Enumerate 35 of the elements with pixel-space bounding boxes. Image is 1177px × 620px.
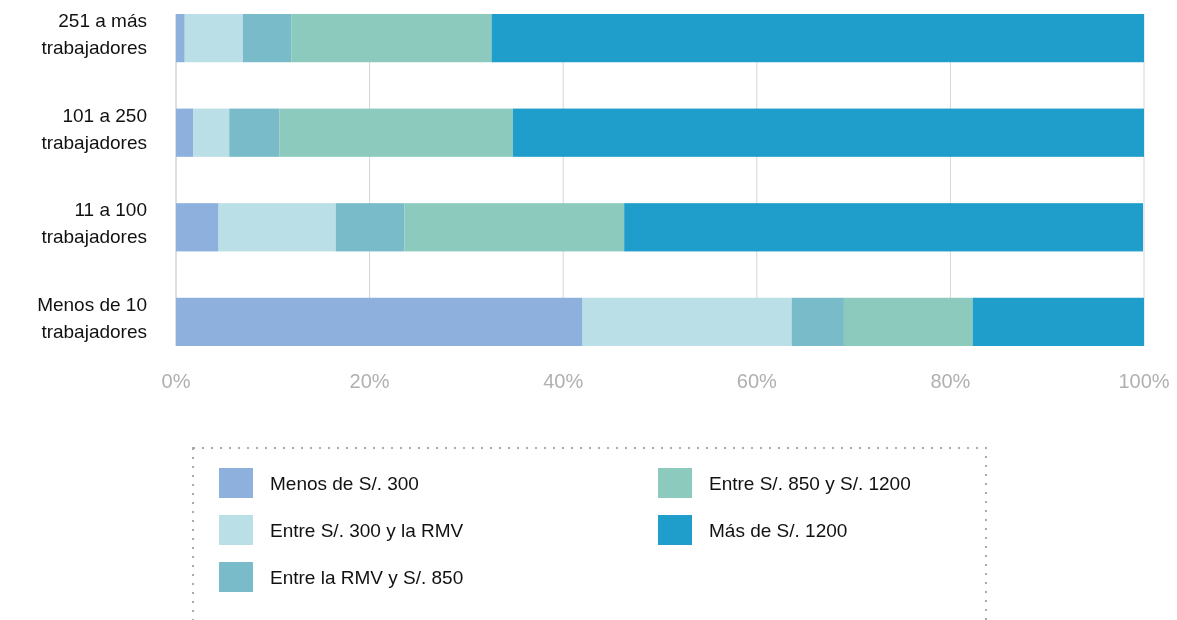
x-tick-label: 0% (161, 370, 191, 392)
bar (176, 297, 583, 346)
legend-label: Entre la RMV y S/. 850 (270, 567, 464, 588)
x-tick-label: 40% (543, 370, 584, 392)
bar (512, 108, 1144, 157)
legend-label: Menos de S/. 300 (270, 473, 419, 494)
bar (972, 297, 1144, 346)
bar (184, 14, 243, 63)
bar (229, 108, 280, 157)
bar (193, 108, 230, 157)
legend-label: Entre S/. 850 y S/. 1200 (709, 473, 911, 494)
x-tick-label: 80% (930, 370, 971, 392)
bar (582, 297, 792, 346)
bar (176, 14, 185, 63)
y-tick-label: Menos de 10 trabajadores (37, 293, 147, 342)
bar (404, 203, 625, 252)
bar (176, 108, 194, 157)
x-tick-label: 20% (349, 370, 390, 392)
bar (624, 203, 1144, 252)
bar (491, 14, 1144, 63)
legend-label: Más de S/. 1200 (709, 520, 848, 541)
legend-label: Entre S/. 300 y la RMV (270, 520, 464, 541)
bar (279, 108, 513, 157)
bar (335, 203, 405, 252)
bar (218, 203, 336, 252)
x-tick-label: 60% (736, 370, 778, 392)
y-tick-label: 251 a más trabajadores (41, 10, 147, 59)
bar (242, 14, 292, 63)
bar (843, 297, 973, 346)
x-tick-label: 100% (1118, 370, 1170, 392)
y-tick-label: 11 a 100 trabajadores (41, 199, 147, 248)
bar (791, 297, 844, 346)
bar (176, 203, 219, 252)
y-tick-label: 101 a 250 trabajadores (41, 104, 147, 153)
bar (291, 14, 492, 63)
